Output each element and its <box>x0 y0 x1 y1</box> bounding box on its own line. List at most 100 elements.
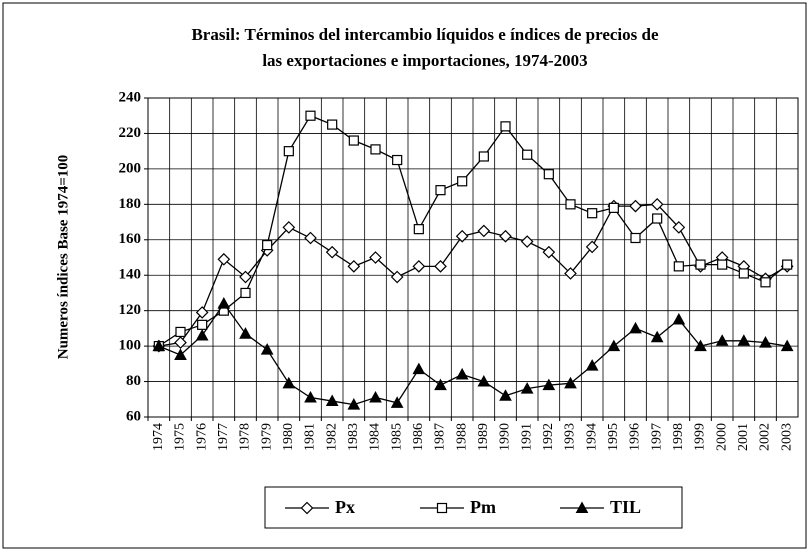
marker <box>542 245 556 259</box>
marker <box>737 334 751 346</box>
legend-box <box>264 486 683 529</box>
y-tick-label: 220 <box>119 125 142 141</box>
x-tick-label: 1995 <box>606 423 621 451</box>
marker <box>282 221 296 234</box>
x-tick-label: 1982 <box>324 423 339 451</box>
chart-title: Brasil: Términos del intercambio líquido… <box>191 25 658 44</box>
marker <box>522 149 533 160</box>
marker <box>652 213 663 224</box>
y-axis-label: Numeros índices Base 1974=100 <box>55 155 71 360</box>
legend-label: Px <box>335 497 355 517</box>
marker <box>759 336 772 348</box>
marker <box>782 259 793 270</box>
y-tick-label: 60 <box>126 408 141 424</box>
marker <box>760 277 771 288</box>
x-tick-label: 1981 <box>303 423 318 451</box>
x-tick-label: 2001 <box>736 423 751 451</box>
marker <box>240 287 251 299</box>
marker <box>587 208 598 219</box>
x-tick-label: 2002 <box>758 423 773 451</box>
marker <box>304 390 317 403</box>
x-tick-label: 1999 <box>693 423 708 451</box>
y-tick-label: 120 <box>119 302 142 318</box>
marker <box>348 135 359 146</box>
x-tick-label: 2003 <box>779 423 794 451</box>
marker <box>565 199 576 210</box>
y-tick-label: 200 <box>119 160 142 176</box>
y-tick-label: 140 <box>119 267 142 283</box>
x-tick-label: 1997 <box>649 423 664 451</box>
marker <box>608 202 619 213</box>
marker <box>327 119 338 130</box>
marker <box>412 260 426 273</box>
marker <box>629 199 642 213</box>
marker <box>673 261 684 272</box>
marker <box>780 339 794 352</box>
legend-label: Pm <box>470 497 496 517</box>
marker <box>500 121 511 132</box>
marker <box>477 224 491 238</box>
marker <box>543 169 554 180</box>
x-tick-label: 1976 <box>194 423 209 451</box>
marker <box>197 319 208 330</box>
marker <box>369 390 382 403</box>
marker <box>564 376 577 389</box>
x-tick-label: 1996 <box>628 423 643 451</box>
marker <box>738 268 749 279</box>
marker <box>369 251 382 264</box>
marker <box>434 378 447 391</box>
marker <box>499 389 512 401</box>
marker <box>499 229 512 243</box>
x-tick-label: 1985 <box>389 423 404 451</box>
x-tick-label: 1991 <box>519 423 534 451</box>
marker <box>520 382 534 394</box>
legend-label: TIL <box>610 497 641 517</box>
marker <box>174 348 187 360</box>
marker <box>455 229 469 243</box>
marker <box>672 312 686 325</box>
y-tick-label: 240 <box>119 89 142 105</box>
legend-marker <box>300 501 314 515</box>
marker <box>325 245 339 259</box>
x-tick-label: 1989 <box>476 423 491 451</box>
x-tick-label: 1998 <box>671 423 686 451</box>
x-tick-label: 1983 <box>346 423 361 451</box>
x-tick-label: 1993 <box>563 423 578 451</box>
marker <box>260 343 274 355</box>
marker <box>542 378 556 391</box>
marker <box>195 328 209 341</box>
x-tick-label: 1977 <box>216 423 231 451</box>
y-tick-label: 80 <box>126 373 141 389</box>
marker <box>195 306 209 319</box>
x-tick-label: 1979 <box>259 423 274 451</box>
series-line <box>158 203 788 347</box>
marker <box>435 185 446 196</box>
marker <box>715 334 729 346</box>
x-tick-label: 1986 <box>411 423 426 451</box>
marker <box>174 336 187 349</box>
marker <box>520 235 534 248</box>
marker <box>717 259 728 270</box>
marker <box>413 224 424 235</box>
marker <box>370 144 381 155</box>
marker <box>650 330 664 343</box>
marker <box>175 326 186 338</box>
marker <box>672 221 686 234</box>
marker <box>607 339 621 352</box>
marker <box>695 259 706 270</box>
x-tick-label: 1984 <box>368 423 383 451</box>
x-tick-label: 1992 <box>541 423 556 451</box>
marker <box>412 362 426 375</box>
marker <box>347 398 361 410</box>
marker <box>305 110 316 121</box>
marker <box>629 321 642 334</box>
marker <box>477 375 491 387</box>
x-tick-label: 1975 <box>173 423 188 451</box>
marker <box>478 151 489 162</box>
legend-marker <box>436 502 448 514</box>
marker <box>455 367 469 380</box>
legend-marker <box>575 501 589 513</box>
marker <box>564 267 577 280</box>
chart-title: las exportaciones e importaciones, 1974-… <box>262 51 587 70</box>
